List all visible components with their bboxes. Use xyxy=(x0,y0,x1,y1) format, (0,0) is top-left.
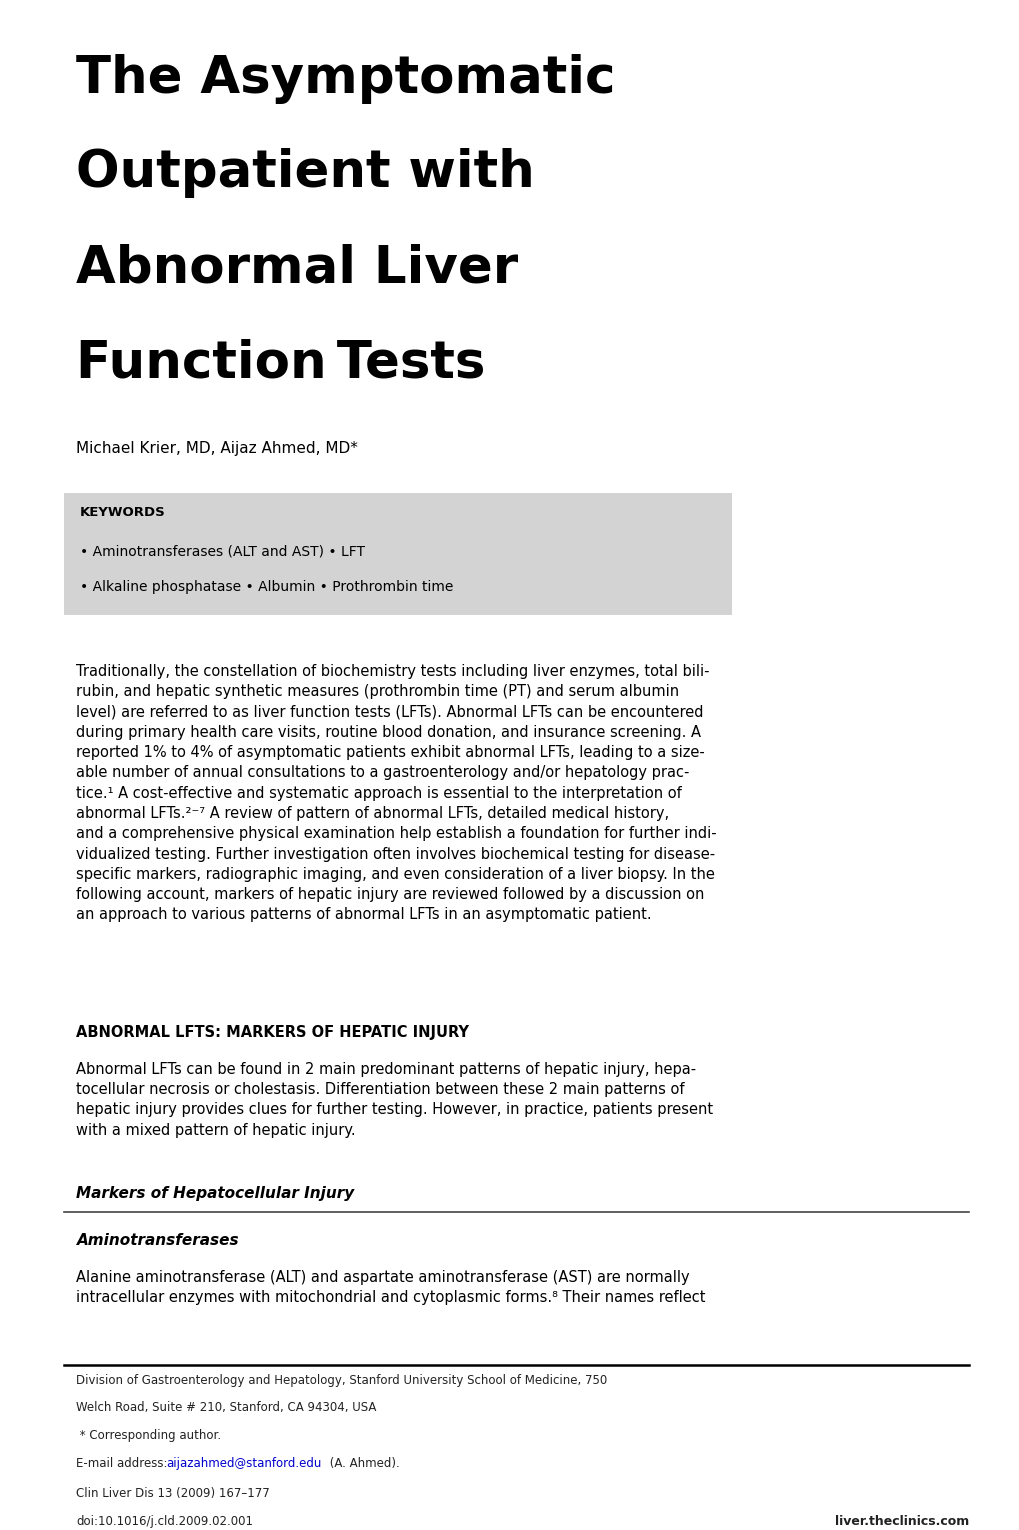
Text: KEYWORDS: KEYWORDS xyxy=(79,506,165,519)
Text: Division of Gastroenterology and Hepatology, Stanford University School of Medic: Division of Gastroenterology and Hepatol… xyxy=(76,1374,607,1386)
Text: Abnormal Liver: Abnormal Liver xyxy=(76,243,518,294)
Text: Aminotransferases: Aminotransferases xyxy=(76,1233,238,1248)
Text: • Alkaline phosphatase • Albumin • Prothrombin time: • Alkaline phosphatase • Albumin • Proth… xyxy=(79,580,452,594)
Text: Traditionally, the constellation of biochemistry tests including liver enzymes, : Traditionally, the constellation of bioc… xyxy=(76,664,716,923)
Text: Abnormal LFTs can be found in 2 main predominant patterns of hepatic injury, hep: Abnormal LFTs can be found in 2 main pre… xyxy=(76,1062,713,1138)
Text: Welch Road, Suite # 210, Stanford, CA 94304, USA: Welch Road, Suite # 210, Stanford, CA 94… xyxy=(76,1401,376,1414)
Text: doi:10.1016/j.cld.2009.02.001: doi:10.1016/j.cld.2009.02.001 xyxy=(76,1515,254,1527)
Text: (A. Ahmed).: (A. Ahmed). xyxy=(326,1457,399,1469)
Text: Markers of Hepatocellular Injury: Markers of Hepatocellular Injury xyxy=(76,1186,355,1201)
Text: Clin Liver Dis 13 (2009) 167–177: Clin Liver Dis 13 (2009) 167–177 xyxy=(76,1487,270,1499)
FancyBboxPatch shape xyxy=(64,493,732,615)
Text: • Aminotransferases (ALT and AST) • LFT: • Aminotransferases (ALT and AST) • LFT xyxy=(79,545,364,558)
Text: aijazahmed@stanford.edu: aijazahmed@stanford.edu xyxy=(166,1457,321,1469)
Text: * Corresponding author.: * Corresponding author. xyxy=(76,1429,221,1441)
Text: Function Tests: Function Tests xyxy=(76,338,485,389)
Text: Outpatient with: Outpatient with xyxy=(76,148,535,199)
Text: The Asymptomatic: The Asymptomatic xyxy=(76,54,615,104)
Text: ABNORMAL LFTS: MARKERS OF HEPATIC INJURY: ABNORMAL LFTS: MARKERS OF HEPATIC INJURY xyxy=(76,1025,469,1040)
Text: Alanine aminotransferase (ALT) and aspartate aminotransferase (AST) are normally: Alanine aminotransferase (ALT) and aspar… xyxy=(76,1270,705,1305)
Text: E-mail address:: E-mail address: xyxy=(76,1457,171,1469)
Text: liver.theclinics.com: liver.theclinics.com xyxy=(834,1515,968,1527)
Text: Michael Krier, MD, Aijaz Ahmed, MD*: Michael Krier, MD, Aijaz Ahmed, MD* xyxy=(76,441,358,456)
